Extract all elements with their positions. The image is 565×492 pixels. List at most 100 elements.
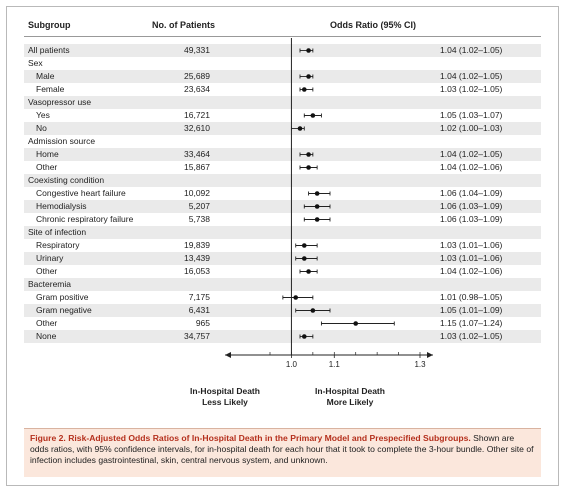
odds-ratio-text: 1.02 (1.00–1.03) <box>440 123 503 133</box>
odds-ratio-text: 1.04 (1.02–1.06) <box>440 162 503 172</box>
point-estimate <box>310 113 316 118</box>
subgroup-label: None <box>36 331 57 341</box>
point-estimate <box>306 48 311 53</box>
point-estimate <box>293 295 299 300</box>
row-stripe <box>24 148 541 161</box>
odds-ratio-text: 1.04 (1.02–1.05) <box>440 149 503 159</box>
point-estimate <box>306 74 311 79</box>
odds-ratio-text: 1.03 (1.02–1.05) <box>440 331 503 341</box>
subgroup-label: Vasopressor use <box>28 97 92 107</box>
point-estimate <box>301 243 307 248</box>
odds-ratio-text: 1.03 (1.01–1.06) <box>440 253 503 263</box>
header-divider <box>24 36 541 37</box>
odds-ratio-text: 1.04 (1.02–1.05) <box>440 45 503 55</box>
patient-count: 34,757 <box>184 331 210 341</box>
patient-count: 19,839 <box>184 240 210 250</box>
axis-arrow-left <box>225 352 231 358</box>
header-patients: No. of Patients <box>152 20 216 30</box>
subgroup-label: Female <box>36 84 65 94</box>
tick-label: 1.1 <box>329 360 341 369</box>
row-stripe <box>24 304 541 317</box>
row-stripe <box>24 226 541 239</box>
subgroup-label: Gram positive <box>36 292 89 302</box>
figure-caption: Figure 2. Risk-Adjusted Odds Ratios of I… <box>24 428 541 477</box>
subgroup-label: Hemodialysis <box>36 201 87 211</box>
point-estimate <box>306 165 311 170</box>
point-estimate <box>301 334 307 339</box>
row-stripe <box>24 96 541 109</box>
patient-count: 13,439 <box>184 253 210 263</box>
header-odds-ratio: Odds Ratio (95% CI) <box>330 20 417 30</box>
subgroup-label: All patients <box>28 45 70 55</box>
subgroup-label: No <box>36 123 47 133</box>
row-stripe <box>24 252 541 265</box>
row-stripe <box>24 200 541 213</box>
row-stripe <box>24 122 541 135</box>
point-estimate <box>297 126 303 131</box>
subgroup-label: Admission source <box>28 136 96 146</box>
point-estimate <box>314 191 320 196</box>
subgroup-label: Site of infection <box>28 227 87 237</box>
caption-title: Figure 2. Risk-Adjusted Odds Ratios of I… <box>30 433 471 443</box>
forest-plot: 1.0 1.1 1.3 <box>225 38 433 369</box>
odds-ratio-text: 1.06 (1.03–1.09) <box>440 201 503 211</box>
subgroup-label: Other <box>36 266 58 276</box>
less-likely-label: In-Hospital Death Less Likely <box>190 386 260 407</box>
patient-count: 16,053 <box>184 266 210 276</box>
patient-count: 23,634 <box>184 84 210 94</box>
subgroup-label: Yes <box>36 110 50 120</box>
point-estimate <box>306 269 311 274</box>
odds-ratio-text: 1.15 (1.07–1.24) <box>440 318 503 328</box>
subgroup-label: Home <box>36 149 59 159</box>
axis-arrow-right <box>427 352 433 358</box>
point-estimate <box>301 256 307 261</box>
patient-count: 6,431 <box>188 305 210 315</box>
point-estimate <box>310 308 316 313</box>
subgroup-label: Coexisting condition <box>28 175 105 185</box>
header-subgroup: Subgroup <box>28 20 71 30</box>
subgroup-label: Bacteremia <box>28 279 71 289</box>
patient-count: 15,867 <box>184 162 210 172</box>
subgroup-label: Other <box>36 162 58 172</box>
subgroup-label: Gram negative <box>36 305 92 315</box>
figure-frame <box>6 6 559 486</box>
odds-ratio-text: 1.05 (1.03–1.07) <box>440 110 503 120</box>
row-stripe <box>24 44 541 57</box>
point-estimate <box>306 152 311 157</box>
row-stripe <box>24 330 541 343</box>
point-estimate <box>353 321 359 326</box>
odds-ratio-text: 1.03 (1.02–1.05) <box>440 84 503 94</box>
subgroup-label: Chronic respiratory failure <box>36 214 134 224</box>
patient-count: 49,331 <box>184 45 210 55</box>
patient-count: 25,689 <box>184 71 210 81</box>
point-estimate <box>301 87 307 92</box>
tick-label: 1.3 <box>414 360 426 369</box>
patient-count: 7,175 <box>188 292 210 302</box>
patient-count: 10,092 <box>184 188 210 198</box>
patient-count: 32,610 <box>184 123 210 133</box>
patient-count: 5,207 <box>188 201 210 211</box>
patient-count: 16,721 <box>184 110 210 120</box>
subgroup-label: Congestive heart failure <box>36 188 126 198</box>
tick-label: 1.0 <box>286 360 298 369</box>
patient-count: 5,738 <box>188 214 210 224</box>
caption-body: Shown are odds ratios, with 95% confiden… <box>30 433 534 465</box>
point-estimate <box>314 217 320 222</box>
odds-ratio-text: 1.04 (1.02–1.06) <box>440 266 503 276</box>
row-stripe <box>24 174 541 187</box>
subgroup-label: Urinary <box>36 253 64 263</box>
patient-count: 965 <box>195 318 210 328</box>
odds-ratio-text: 1.01 (0.98–1.05) <box>440 292 503 302</box>
odds-ratio-text: 1.05 (1.01–1.09) <box>440 305 503 315</box>
more-likely-label: In-Hospital Death More Likely <box>315 386 385 407</box>
odds-ratio-text: 1.03 (1.01–1.06) <box>440 240 503 250</box>
subgroup-label: Male <box>36 71 55 81</box>
patient-count: 33,464 <box>184 149 210 159</box>
odds-ratio-text: 1.06 (1.03–1.09) <box>440 214 503 224</box>
odds-ratio-text: 1.06 (1.04–1.09) <box>440 188 503 198</box>
subgroup-label: Respiratory <box>36 240 80 250</box>
subgroup-label: Other <box>36 318 58 328</box>
odds-ratio-text: 1.04 (1.02–1.05) <box>440 71 503 81</box>
point-estimate <box>314 204 320 209</box>
row-stripe <box>24 70 541 83</box>
